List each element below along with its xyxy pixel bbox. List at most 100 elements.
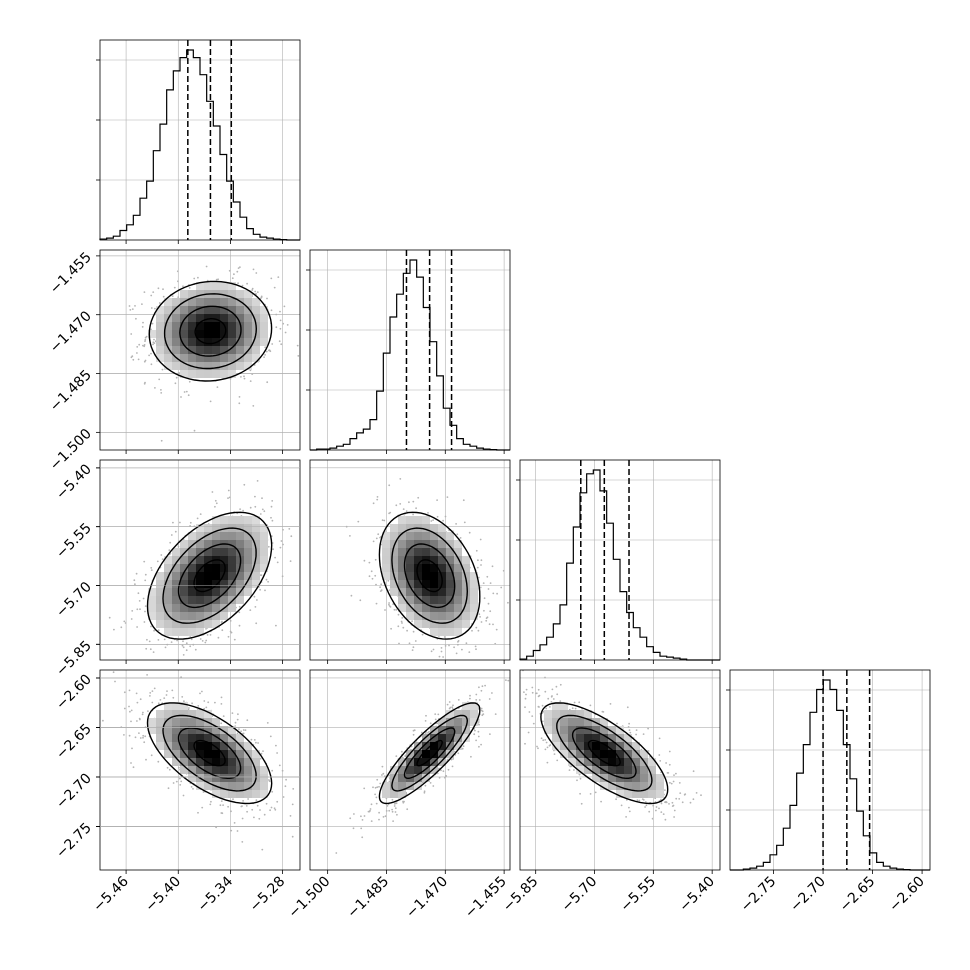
scatter-point [228,496,231,499]
density-cell [406,580,414,588]
scatter-point [386,805,389,807]
scatter-point [157,629,160,632]
scatter-point [396,813,398,816]
scatter-point [275,744,277,747]
density-cell [156,612,164,620]
scatter-point [413,729,416,732]
density-cell [228,282,236,290]
density-cell [164,726,172,734]
contour-line [162,527,257,624]
contour-line [194,318,227,345]
y-tick-label: −5.55 [53,520,95,562]
density-cell [196,330,204,338]
scatter-point [238,728,240,730]
scatter-point [252,405,255,407]
scatter-point [246,719,249,722]
density-cell [180,290,188,298]
scatter-point [412,646,415,649]
density-cell [430,548,438,556]
scatter-point [424,720,427,722]
scatter-point [379,586,381,589]
scatter-point [436,722,439,725]
density-cell [180,702,188,710]
scatter-point [150,567,153,569]
scatter-point [238,396,241,398]
density-cell [204,620,212,628]
density-cell [406,612,414,620]
density-cell [212,742,220,750]
scatter-point [172,696,175,699]
scatter-point [151,690,154,692]
scatter-point [193,429,196,432]
scatter-point [189,645,192,648]
density-cell [156,734,164,742]
scatter-point [241,841,244,843]
scatter-point [448,707,451,710]
density-cell [236,734,244,742]
scatter-point [272,548,274,551]
density-cell [228,790,236,798]
density-cell [446,580,454,588]
scatter-point [153,338,155,341]
density-cell [430,596,438,604]
scatter-point [163,697,166,699]
scatter-point [139,698,142,701]
scatter-point [474,729,476,732]
density-cell [438,596,446,604]
density-cell [454,540,462,548]
histogram-step [310,259,510,451]
scatter-point [399,478,402,480]
scatter-point [236,830,239,832]
density-cell [164,556,172,564]
density-cell [220,306,228,314]
density-cell [252,790,260,798]
density-cell [188,766,196,774]
scatter-point [389,511,392,514]
density-cell [148,330,156,338]
density-cell [204,524,212,532]
density-cell [156,580,164,588]
scatter-point [446,496,449,498]
scatter-point [176,270,179,273]
density-cell [220,596,228,604]
scatter-point [412,630,415,633]
density-cell [212,758,220,766]
density-cell [236,548,244,556]
scatter-point [175,376,178,379]
axes-frame [519,459,721,661]
scatter-point [488,623,491,626]
scatter-point [269,350,272,353]
scatter-point [297,355,300,357]
scatter-point [255,622,258,625]
scatter-point [263,510,266,513]
density-cell [244,354,252,362]
density-cell [212,362,220,370]
scatter-point [144,675,146,677]
scatter-point [199,692,201,695]
density-cell [446,532,454,540]
scatter-point [494,642,497,645]
scatter-point [139,608,141,611]
scatter-point [190,638,193,641]
scatter-point [431,665,433,667]
scatter-point [254,495,256,498]
density-cell [196,620,204,628]
density-cell [382,556,390,564]
scatter-point [130,618,133,620]
density-cell [228,346,236,354]
density-cell [172,742,180,750]
density-cell [228,556,236,564]
density-cell [188,750,196,758]
scatter-point [189,521,192,524]
scatter-point [289,815,292,817]
scatter-point [444,515,447,518]
density-cell [236,532,244,540]
scatter-point [507,679,510,682]
scatter-point [462,670,464,672]
scatter-point [405,510,408,513]
scatter-point [242,800,245,802]
density-cell [462,556,470,564]
scatter-point [172,782,175,784]
density-cell [212,532,220,540]
